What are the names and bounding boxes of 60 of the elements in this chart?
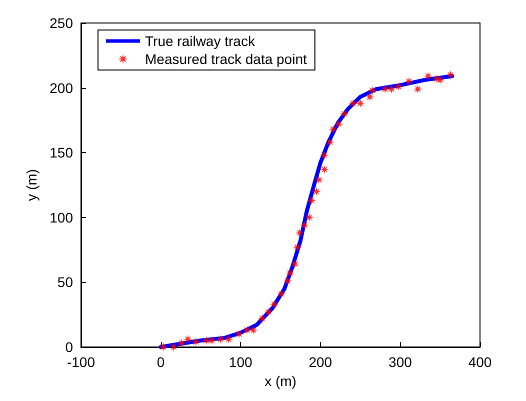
point [286, 268, 295, 278]
point [242, 326, 252, 335]
legend-label: Measured track data point [145, 51, 307, 67]
point [202, 336, 211, 346]
y-tick-label: 250 [50, 15, 74, 31]
point [234, 330, 244, 339]
point [224, 334, 234, 344]
point [380, 84, 390, 94]
x-tick-label: 400 [468, 354, 492, 370]
point [258, 314, 267, 323]
point [424, 72, 433, 81]
point [312, 186, 321, 196]
y-tick-label: 150 [50, 144, 74, 161]
point [191, 337, 200, 346]
point [264, 308, 274, 317]
x-tick-label: 200 [308, 354, 332, 370]
point [320, 150, 329, 160]
point [328, 124, 338, 134]
x-tick-label: 0 [156, 354, 165, 370]
point [320, 164, 329, 174]
point [307, 196, 316, 206]
y-tick-label: 200 [50, 80, 74, 96]
point [365, 92, 374, 102]
point [340, 109, 349, 118]
point [436, 76, 445, 85]
point [207, 336, 216, 346]
point [283, 276, 292, 286]
point [334, 120, 344, 129]
legend-label: True railway track [145, 33, 256, 49]
point [270, 300, 279, 309]
point [394, 82, 404, 92]
point [183, 334, 192, 344]
y-tick-label: 50 [57, 274, 74, 290]
point [276, 289, 286, 298]
point [216, 334, 226, 344]
x-axis-title: x (m) [264, 372, 296, 389]
point [348, 98, 358, 108]
x-tick-label: -100 [66, 354, 96, 370]
point [446, 70, 455, 80]
x-tick-label: 100 [228, 354, 252, 370]
y-axis-title: y (m) [24, 169, 40, 201]
x-tick-label: 300 [388, 354, 412, 370]
point [304, 212, 314, 222]
point [356, 98, 365, 108]
y-tick-label: 100 [50, 209, 74, 226]
point [368, 86, 377, 95]
y-tick-label: 0 [65, 339, 74, 355]
point [300, 220, 309, 230]
point [325, 138, 334, 147]
point [169, 342, 178, 352]
point [177, 338, 186, 348]
point [314, 175, 324, 184]
point [295, 228, 304, 238]
point [292, 242, 302, 252]
point [404, 76, 414, 86]
point [413, 84, 422, 94]
point [248, 326, 258, 335]
point [290, 260, 300, 269]
point [386, 84, 396, 94]
point [158, 342, 168, 352]
